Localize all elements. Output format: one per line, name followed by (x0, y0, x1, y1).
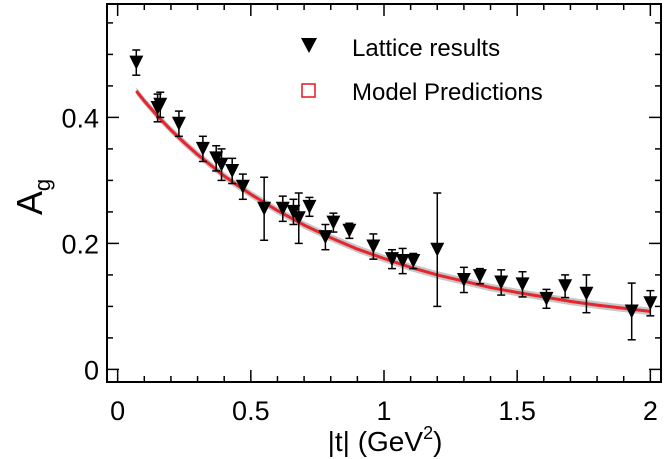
lattice-point (558, 274, 573, 299)
down-triangle-marker (153, 97, 168, 112)
x-tick-label: 2 (643, 396, 658, 426)
y-tick-label: 0.4 (61, 103, 99, 133)
down-triangle-marker (257, 201, 272, 216)
x-tick-label: 1.5 (498, 396, 536, 426)
lattice-point (539, 288, 554, 310)
down-triangle-marker (225, 163, 240, 178)
lattice-point (302, 196, 317, 218)
y-tick-label: 0 (84, 355, 99, 385)
down-triangle-marker (624, 304, 639, 319)
y-tick-label: 0.2 (61, 229, 99, 259)
x-axis-label-superscript: 2 (423, 423, 433, 443)
lattice-point (318, 223, 333, 251)
down-triangle-marker (291, 211, 306, 226)
lattice-point (456, 266, 471, 294)
lattice-point (406, 252, 421, 270)
down-triangle-marker (214, 157, 229, 172)
down-triangle-marker (275, 201, 290, 216)
model-uncertainty-band (136, 87, 651, 316)
lattice-point (214, 148, 229, 182)
lattice-point (257, 176, 272, 241)
model-curve (135, 89, 651, 313)
down-triangle-marker (515, 277, 530, 292)
lattice-point (515, 271, 530, 298)
lattice-point (291, 192, 306, 245)
lattice-point (494, 269, 509, 296)
down-triangle-marker (494, 275, 509, 290)
down-triangle-marker (456, 272, 471, 287)
lattice-point (195, 135, 210, 163)
down-triangle-marker (384, 252, 399, 267)
plot-area (129, 49, 658, 341)
down-triangle-marker (342, 223, 357, 238)
down-triangle-marker (579, 286, 594, 301)
down-triangle-marker (235, 179, 250, 194)
down-triangle-marker (195, 141, 210, 156)
down-triangle-marker (430, 242, 445, 257)
legend-label-lattice: Lattice results (352, 35, 500, 62)
down-triangle-marker (395, 254, 410, 269)
down-triangle-marker (366, 239, 381, 254)
lattice-point (153, 91, 168, 119)
legend-label-model: Model Predictions (352, 79, 543, 106)
down-triangle-marker (318, 230, 333, 245)
down-triangle-marker (302, 199, 317, 214)
lattice-point (624, 282, 639, 341)
down-triangle-marker (643, 296, 658, 311)
lattice-point (430, 192, 445, 308)
y-axis-label: Ag (9, 179, 55, 215)
down-triangle-marker (472, 269, 487, 284)
down-triangle-marker (326, 215, 341, 230)
x-tick-label: 1 (376, 396, 391, 426)
legend-marker-triangle (301, 38, 317, 53)
lattice-point (579, 274, 594, 314)
lattice-point (472, 267, 487, 285)
lattice-point (275, 195, 290, 223)
axis-ticks: 0 0.5 1 1.5 2 0 0.2 0.4 (61, 4, 661, 426)
legend-marker-square (301, 83, 316, 98)
lattice-point (342, 222, 357, 240)
lattice-point (384, 248, 399, 270)
lattice-point (643, 289, 658, 317)
down-triangle-marker (539, 291, 554, 306)
down-triangle-marker (406, 254, 421, 269)
y-axis-label-subscript: g (30, 179, 55, 191)
legend: Lattice results Model Predictions (301, 35, 543, 106)
x-axis-label: |t| (GeV2) (328, 423, 443, 457)
lattice-point (235, 173, 250, 201)
lattice-point (225, 157, 240, 185)
lattice-point (129, 49, 144, 76)
lattice-point (395, 247, 410, 275)
lattice-point (171, 110, 186, 138)
down-triangle-marker (558, 279, 573, 294)
lattice-point (366, 233, 381, 260)
down-triangle-marker (171, 116, 186, 131)
down-triangle-marker (129, 55, 144, 70)
x-tick-label: 0 (110, 396, 125, 426)
x-tick-label: 0.5 (232, 396, 270, 426)
lattice-point (326, 212, 341, 233)
